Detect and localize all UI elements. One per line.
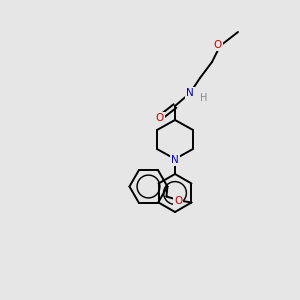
Text: N: N bbox=[186, 88, 194, 98]
Text: N: N bbox=[171, 155, 179, 165]
Text: O: O bbox=[156, 113, 164, 123]
Text: O: O bbox=[214, 40, 222, 50]
Text: O: O bbox=[174, 196, 183, 206]
Text: H: H bbox=[200, 93, 208, 103]
